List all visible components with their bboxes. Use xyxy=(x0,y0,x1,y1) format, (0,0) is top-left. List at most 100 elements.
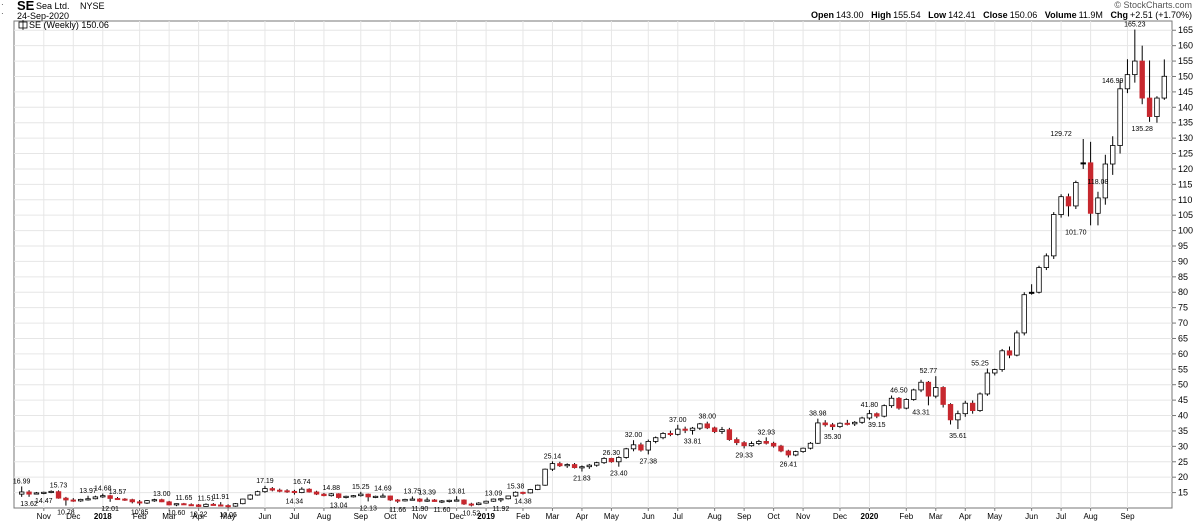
candle xyxy=(380,493,386,498)
price-annotation: 35.30 xyxy=(824,434,842,441)
y-tick-label: 145 xyxy=(1178,87,1193,97)
candle-body xyxy=(1051,214,1057,257)
candle-body xyxy=(977,393,983,411)
candle-body xyxy=(822,422,828,426)
candle xyxy=(874,412,880,419)
candle-body xyxy=(837,422,843,428)
candle xyxy=(262,485,268,493)
open-value: 143.00 xyxy=(836,10,864,20)
price-annotation: 13.75 xyxy=(404,488,422,495)
candle-body xyxy=(48,490,54,493)
candle xyxy=(225,504,231,508)
candle xyxy=(159,498,165,503)
close-value: 150.06 xyxy=(1009,10,1038,20)
x-tick-label: Aug xyxy=(317,512,331,521)
price-annotation: 11.60 xyxy=(433,507,450,514)
candle xyxy=(33,491,40,495)
candle-body xyxy=(1014,332,1020,356)
candle-body xyxy=(947,404,954,421)
candle xyxy=(999,348,1005,372)
candle-body xyxy=(254,491,261,496)
candle-body xyxy=(866,413,873,419)
y-tick-label: 55 xyxy=(1178,364,1188,374)
price-annotation: 32.93 xyxy=(757,429,775,436)
candle xyxy=(557,461,563,468)
candle xyxy=(48,490,54,494)
candle-body xyxy=(1132,60,1138,76)
x-tick-label: Jul xyxy=(289,512,299,521)
price-annotation: 13.62 xyxy=(20,501,38,508)
y-tick-label: 155 xyxy=(1178,56,1193,66)
candle xyxy=(512,491,519,497)
x-tick-label: Apr xyxy=(192,512,205,521)
x-tick-label: Feb xyxy=(133,512,147,521)
plot-frame xyxy=(13,20,1173,509)
candle-body xyxy=(645,441,651,451)
candle xyxy=(689,426,696,435)
candle xyxy=(785,449,792,458)
candle-body xyxy=(1080,162,1086,165)
x-tick-label: Dec xyxy=(66,512,80,521)
candle-body xyxy=(77,498,84,502)
candle xyxy=(896,397,902,410)
candle-body xyxy=(476,502,482,506)
price-annotation: 10.60 xyxy=(168,510,186,517)
candle xyxy=(26,490,32,497)
candle-body xyxy=(1087,162,1094,214)
candle-body xyxy=(1036,267,1042,293)
candle-body xyxy=(564,464,570,467)
price-annotation: 10.52 xyxy=(463,510,481,517)
candle-body xyxy=(328,493,334,497)
candle xyxy=(424,497,430,502)
candle xyxy=(933,376,939,399)
price-annotation: 25.14 xyxy=(544,453,562,460)
candle xyxy=(866,409,873,420)
price-annotation: 38.00 xyxy=(698,414,716,421)
candle-body xyxy=(984,372,991,395)
candle-body xyxy=(358,493,364,497)
y-tick-label: 70 xyxy=(1178,318,1188,328)
candle xyxy=(254,490,261,496)
low-value: 142.41 xyxy=(948,10,976,20)
candle-body xyxy=(107,495,113,499)
y-tick-label: 15 xyxy=(1178,488,1188,498)
x-tick-label: Dec xyxy=(450,512,464,521)
candle-body xyxy=(726,429,733,440)
price-annotation: 10.22 xyxy=(190,511,208,518)
candle-body xyxy=(933,387,939,397)
volume-value: 11.9M xyxy=(1078,10,1103,20)
candle xyxy=(675,424,681,436)
candle xyxy=(925,381,932,406)
candle-body xyxy=(704,423,710,429)
candle xyxy=(1095,191,1101,226)
candle xyxy=(630,440,637,452)
x-tick-label: Feb xyxy=(899,512,913,521)
candle xyxy=(697,422,703,431)
candle-body xyxy=(549,463,556,470)
price-annotation: 10.78 xyxy=(57,510,75,517)
y-tick-label: 85 xyxy=(1178,272,1188,282)
candle-body xyxy=(166,501,172,506)
candle-body xyxy=(33,492,40,495)
candle xyxy=(571,462,578,469)
candle-body xyxy=(652,437,659,442)
candle-body xyxy=(512,491,519,497)
x-tick-label: Sep xyxy=(737,512,752,521)
candle xyxy=(1028,284,1035,295)
candle-body xyxy=(1095,197,1101,214)
price-annotation: 17.19 xyxy=(256,478,274,485)
candle xyxy=(453,496,460,502)
candle-body xyxy=(1110,145,1116,165)
legend-text: SE (Weekly) 150.06 xyxy=(29,20,109,30)
candle xyxy=(969,400,976,414)
candles xyxy=(19,29,1167,508)
y-tick-label: 105 xyxy=(1178,210,1193,220)
candle-body xyxy=(19,491,25,495)
low-label: Low xyxy=(928,10,947,20)
candle xyxy=(461,499,467,505)
y-tick-label: 165 xyxy=(1178,25,1193,35)
x-tick-label: Oct xyxy=(767,512,780,521)
candle-body xyxy=(417,498,423,502)
candle xyxy=(645,439,651,455)
candle-body xyxy=(159,499,165,503)
